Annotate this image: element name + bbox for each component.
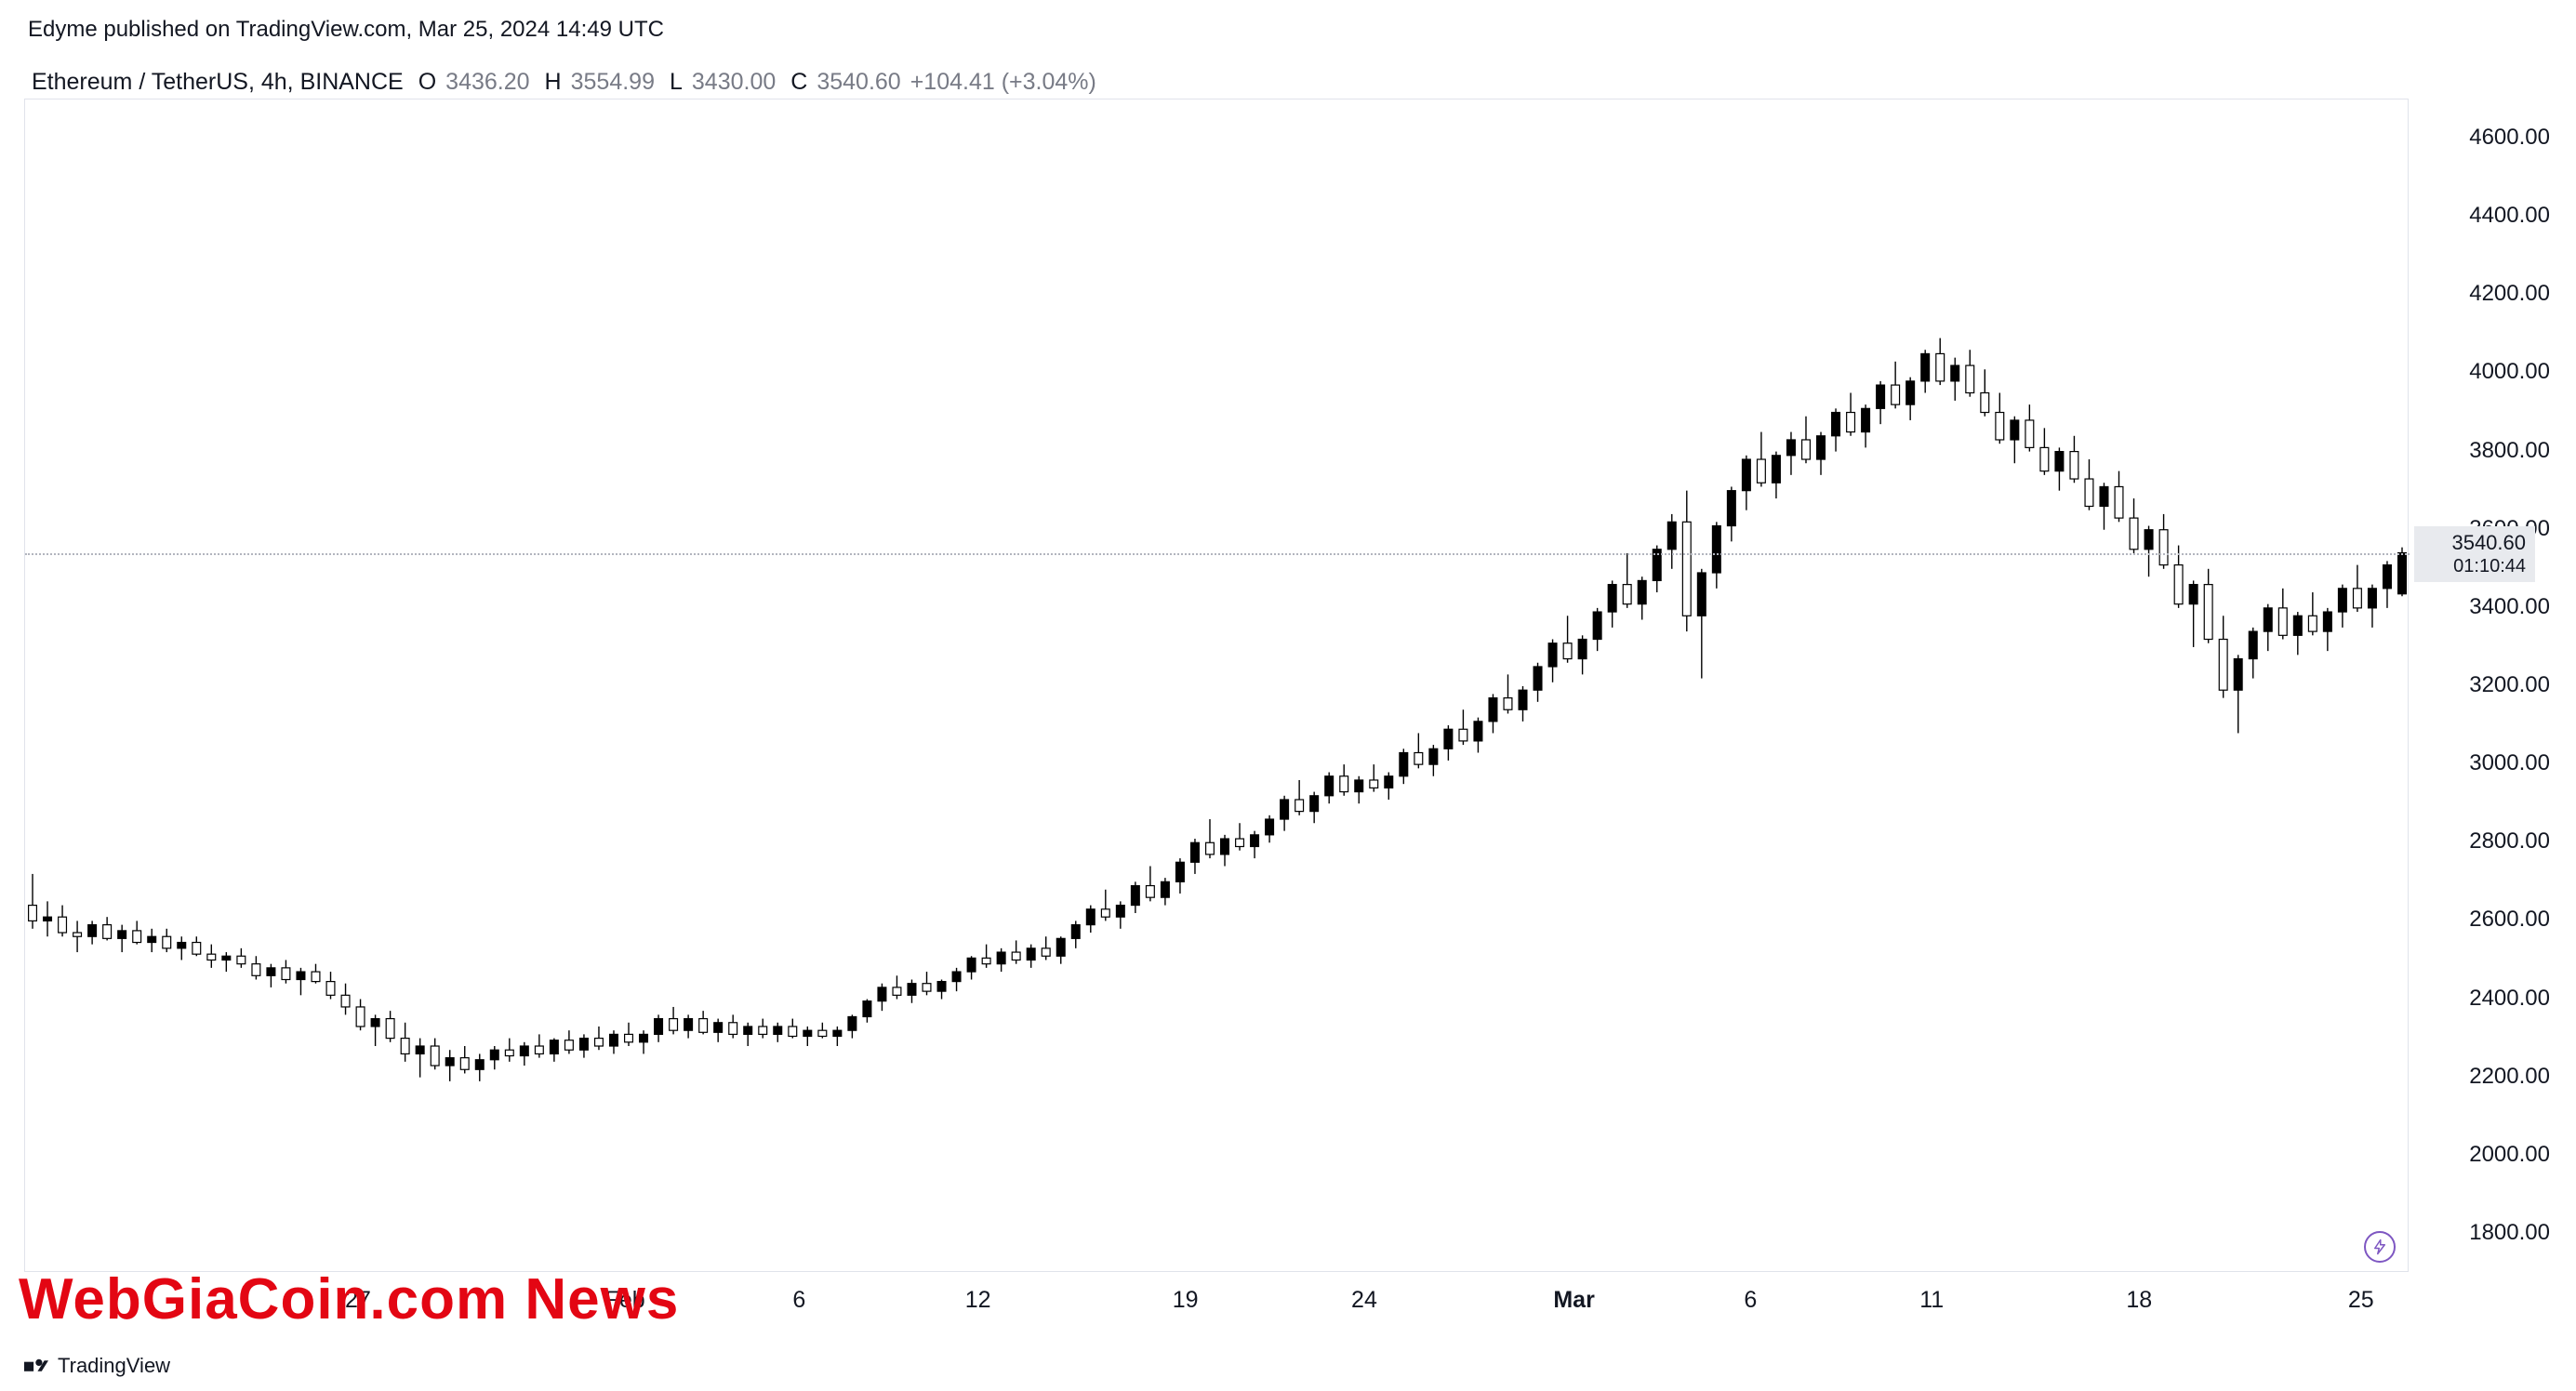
price-axis-tick: 2400.00 xyxy=(2469,986,2550,1012)
symbol-ohlc-row: Ethereum / TetherUS, 4h, BINANCE O 3436.… xyxy=(32,69,1096,96)
bar-countdown: 01:10:44 xyxy=(2423,555,2526,578)
close-value: 3540.60 xyxy=(817,69,900,96)
close-label: C xyxy=(790,69,807,96)
last-price-value: 3540.60 xyxy=(2423,530,2526,556)
price-axis-tick: 4400.00 xyxy=(2469,203,2550,229)
low-label: L xyxy=(670,69,683,96)
time-axis-tick: 24 xyxy=(1351,1287,1377,1314)
time-axis-tick: 18 xyxy=(2126,1287,2152,1314)
high-value: 3554.99 xyxy=(571,69,655,96)
change-value: +104.41 (+3.04%) xyxy=(910,69,1096,96)
price-axis-tick: 1800.00 xyxy=(2469,1220,2550,1246)
tradingview-attribution: TradingView xyxy=(24,1354,170,1378)
chart-plot-area[interactable] xyxy=(24,99,2409,1272)
price-axis-tick: 3200.00 xyxy=(2469,672,2550,698)
go-to-realtime-icon[interactable] xyxy=(2364,1231,2396,1263)
symbol-pair: Ethereum / TetherUS, 4h, BINANCE xyxy=(32,69,404,96)
price-axis-tick: 4000.00 xyxy=(2469,359,2550,385)
price-axis-tick: 4600.00 xyxy=(2469,125,2550,151)
price-axis-tick: 4200.00 xyxy=(2469,281,2550,307)
last-price-line xyxy=(25,553,2410,555)
price-axis-tick: 3000.00 xyxy=(2469,750,2550,776)
publish-caption: Edyme published on TradingView.com, Mar … xyxy=(28,17,664,43)
last-price-marker: 3540.60 01:10:44 xyxy=(2414,526,2535,583)
low-value: 3430.00 xyxy=(692,69,776,96)
candlestick-chart[interactable] xyxy=(25,99,2410,1273)
tradingview-label: TradingView xyxy=(58,1354,170,1378)
time-axis-tick: 25 xyxy=(2348,1287,2374,1314)
time-axis-tick: 12 xyxy=(965,1287,991,1314)
price-axis-tick: 2200.00 xyxy=(2469,1064,2550,1090)
time-axis-tick: 19 xyxy=(1173,1287,1199,1314)
price-axis-tick: 2800.00 xyxy=(2469,828,2550,854)
high-label: H xyxy=(545,69,562,96)
watermark-overlay: WebGiaCoin.com News xyxy=(19,1266,679,1332)
open-label: O xyxy=(418,69,436,96)
tradingview-logo-icon xyxy=(24,1354,48,1378)
time-axis-tick: 6 xyxy=(792,1287,805,1314)
time-axis-tick: 6 xyxy=(1744,1287,1757,1314)
price-axis-tick: 3400.00 xyxy=(2469,594,2550,620)
time-axis-tick: Mar xyxy=(1553,1287,1594,1314)
price-axis-tick: 2000.00 xyxy=(2469,1142,2550,1168)
price-axis-tick: 2600.00 xyxy=(2469,907,2550,933)
time-axis-tick: 11 xyxy=(1919,1287,1944,1314)
price-axis-tick: 3800.00 xyxy=(2469,438,2550,464)
price-axis[interactable]: 1800.00 2000.00 2200.00 2400.00 2600.00 2800.… xyxy=(2420,99,2550,1272)
open-value: 3436.20 xyxy=(445,69,529,96)
